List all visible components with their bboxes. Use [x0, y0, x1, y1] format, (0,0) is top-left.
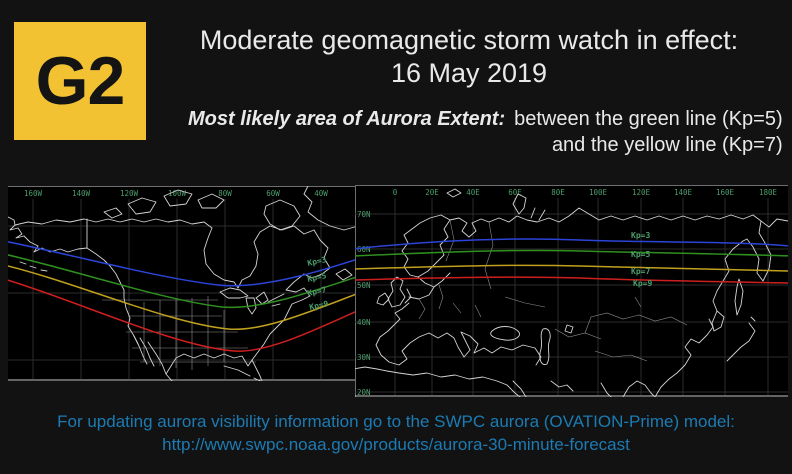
kp3-label: Kp=3	[307, 255, 328, 268]
lon-label: 160W	[24, 189, 43, 198]
lon-label: 180E	[759, 188, 778, 197]
lon-label: 40E	[466, 188, 480, 197]
kp3-line	[8, 241, 398, 287]
lon-label: 140E	[674, 188, 693, 197]
lon-label: 160E	[716, 188, 735, 197]
lat-label: 60N	[357, 245, 371, 254]
kp7-line	[355, 264, 788, 272]
map-frame	[355, 185, 788, 397]
kp-line-labels: Kp=3 Kp=5 Kp=7 Kp=9	[307, 255, 330, 312]
lon-label: 40W	[314, 189, 328, 198]
lon-label: 100E	[589, 188, 608, 197]
kp9-line	[355, 276, 788, 284]
lon-label: 60E	[508, 188, 522, 197]
country-borders	[418, 219, 688, 362]
graticule-grid	[8, 199, 398, 379]
lon-label: 100W	[168, 189, 187, 198]
lon-label: 120E	[632, 188, 651, 197]
aurora-extent-note: Most likely area of Aurora Extent: betwee…	[188, 106, 783, 159]
kp5-label: Kp=5	[631, 250, 650, 259]
kp7-label: Kp=7	[631, 267, 650, 276]
graticule-grid	[355, 198, 788, 395]
map-eurasia: 0 20E 40E 60E 80E 100E 120E 140E 160E 18…	[355, 185, 788, 397]
lat-label: 20N	[357, 388, 371, 397]
lat-label: 40N	[357, 318, 371, 327]
g2-storm-badge: G2	[14, 22, 146, 140]
lat-label: 30N	[357, 353, 371, 362]
kp3-line	[355, 238, 788, 250]
coastlines-eurasia	[355, 188, 788, 397]
title-line-1: Moderate geomagnetic storm watch in effe…	[199, 25, 739, 55]
lon-label: 140W	[72, 189, 91, 198]
lon-label: 20E	[425, 188, 439, 197]
lon-label: 80E	[551, 188, 565, 197]
kp9-line	[8, 279, 398, 352]
lat-label: 70N	[357, 210, 371, 219]
longitude-labels: 160W 140W 120W 100W 80W 60W 40W	[24, 189, 328, 198]
kp9-label: Kp=9	[633, 279, 652, 288]
kp-line-labels: Kp=3 Kp=5 Kp=7 Kp=9	[631, 231, 652, 288]
map-frame	[8, 186, 398, 381]
aurora-kp-lines	[8, 241, 398, 352]
kp7-line	[8, 265, 398, 331]
footer-text: For updating aurora visibility informati…	[57, 412, 735, 431]
footer-note: For updating aurora visibility informati…	[0, 410, 792, 457]
lon-label: 120W	[120, 189, 139, 198]
kp7-label: Kp=7	[307, 285, 328, 298]
aurora-extent-line1: Most likely area of Aurora Extent: betwee…	[188, 106, 783, 132]
lon-label: 80W	[218, 189, 232, 198]
kp5-label: Kp=5	[307, 271, 328, 284]
kp3-label: Kp=3	[631, 231, 650, 240]
green-line-note: between the green line (Kp=5)	[514, 108, 783, 130]
latitude-labels: 70N 60N 50N 40N 30N 20N	[357, 210, 371, 397]
coastlines-north-america	[8, 186, 379, 381]
aurora-kp-lines	[355, 238, 788, 284]
lon-label: 60W	[266, 189, 280, 198]
state-borders	[102, 296, 256, 370]
map-north-america: 160W 140W 120W 100W 80W 60W 40W	[8, 186, 398, 381]
kp5-line	[355, 249, 788, 257]
kp5-line	[8, 254, 398, 309]
title-line-2: 16 May 2019	[390, 58, 548, 89]
aurora-extent-label: Most likely area of Aurora Extent:	[188, 108, 506, 130]
footer-url[interactable]: http://www.swpc.noaa.gov/products/aurora…	[162, 435, 630, 455]
kp9-label: Kp=9	[309, 299, 330, 312]
lon-label: 0	[393, 188, 398, 197]
lat-label: 50N	[357, 281, 371, 290]
yellow-line-note: and the yellow line (Kp=7)	[551, 134, 783, 157]
longitude-labels: 0 20E 40E 60E 80E 100E 120E 140E 160E 18…	[393, 188, 778, 197]
title-block: Moderate geomagnetic storm watch in effe…	[150, 24, 788, 91]
